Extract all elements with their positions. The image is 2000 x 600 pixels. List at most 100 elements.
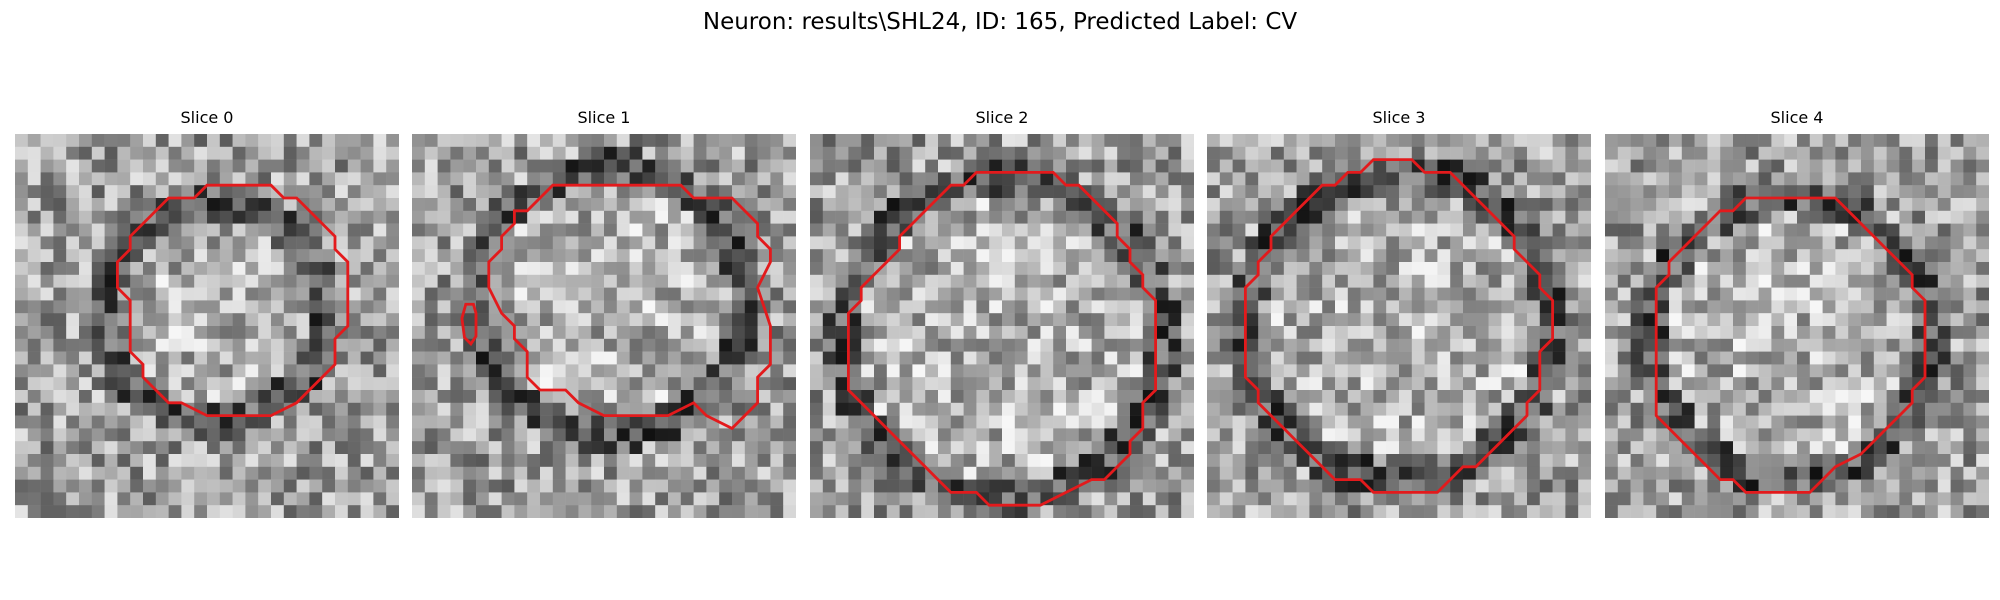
- image-pixel: [1424, 223, 1438, 237]
- image-pixel: [848, 274, 862, 288]
- image-pixel: [15, 441, 29, 455]
- image-pixel: [1232, 415, 1246, 429]
- image-pixel: [1245, 326, 1259, 340]
- image-pixel: [104, 287, 118, 301]
- image-pixel: [424, 274, 438, 288]
- image-pixel: [1527, 300, 1541, 314]
- image-pixel: [194, 338, 208, 352]
- image-pixel: [1181, 146, 1194, 160]
- image-pixel: [1271, 466, 1285, 480]
- image-pixel: [1399, 236, 1413, 250]
- image-pixel: [527, 428, 541, 442]
- image-pixel: [1117, 390, 1131, 404]
- image-pixel: [53, 428, 67, 442]
- image-pixel: [540, 274, 554, 288]
- image-pixel: [783, 428, 796, 442]
- image-pixel: [1963, 146, 1977, 160]
- image-pixel: [1861, 390, 1875, 404]
- image-pixel: [719, 185, 733, 199]
- image-pixel: [706, 313, 720, 327]
- image-pixel: [757, 210, 771, 224]
- image-pixel: [168, 274, 182, 288]
- image-pixel: [1245, 492, 1259, 506]
- image-pixel: [271, 236, 285, 250]
- image-pixel: [1694, 390, 1708, 404]
- image-pixel: [463, 313, 477, 327]
- image-pixel: [757, 172, 771, 186]
- image-pixel: [1335, 441, 1349, 455]
- image-pixel: [66, 492, 80, 506]
- image-pixel: [1117, 338, 1131, 352]
- image-pixel: [1475, 300, 1489, 314]
- image-pixel: [335, 198, 349, 212]
- image-pixel: [912, 287, 926, 301]
- image-pixel: [1797, 300, 1811, 314]
- image-pixel: [591, 159, 605, 173]
- image-pixel: [1886, 505, 1900, 518]
- image-pixel: [271, 338, 285, 352]
- image-pixel: [40, 415, 54, 429]
- image-pixel: [1437, 441, 1451, 455]
- image-pixel: [989, 454, 1003, 468]
- image-pixel: [1155, 338, 1169, 352]
- image-pixel: [1605, 249, 1619, 263]
- image-pixel: [963, 313, 977, 327]
- image-pixel: [1078, 172, 1092, 186]
- image-pixel: [874, 505, 888, 518]
- image-pixel: [668, 390, 682, 404]
- image-pixel: [130, 326, 144, 340]
- image-pixel: [360, 236, 374, 250]
- image-pixel: [1245, 454, 1259, 468]
- image-pixel: [693, 249, 707, 263]
- image-pixel: [1168, 146, 1182, 160]
- image-pixel: [283, 262, 297, 276]
- image-pixel: [1873, 377, 1887, 391]
- image-pixel: [1450, 146, 1464, 160]
- image-pixel: [1219, 185, 1233, 199]
- image-pixel: [1694, 134, 1708, 148]
- image-pixel: [1809, 505, 1823, 518]
- image-pixel: [232, 287, 246, 301]
- image-pixel: [437, 377, 451, 391]
- image-pixel: [899, 185, 913, 199]
- image-pixel: [886, 492, 900, 506]
- image-pixel: [258, 198, 272, 212]
- image-pixel: [412, 134, 426, 148]
- image-pixel: [1014, 402, 1028, 416]
- image-pixel: [1322, 300, 1336, 314]
- image-pixel: [1886, 185, 1900, 199]
- image-pixel: [1733, 159, 1747, 173]
- image-pixel: [1912, 466, 1926, 480]
- image-pixel: [1386, 300, 1400, 314]
- image-pixel: [1707, 262, 1721, 276]
- image-pixel: [1078, 287, 1092, 301]
- slice-title: Slice 2: [975, 108, 1029, 127]
- image-pixel: [1142, 454, 1156, 468]
- image-pixel: [744, 492, 758, 506]
- image-pixel: [976, 364, 990, 378]
- image-pixel: [1322, 338, 1336, 352]
- image-pixel: [1360, 415, 1374, 429]
- image-pixel: [1950, 326, 1964, 340]
- image-pixel: [1386, 313, 1400, 327]
- image-pixel: [1040, 236, 1054, 250]
- image-pixel: [1669, 454, 1683, 468]
- image-pixel: [450, 377, 464, 391]
- image-pixel: [693, 492, 707, 506]
- image-pixel: [1501, 236, 1515, 250]
- image-pixel: [1514, 454, 1528, 468]
- image-pixel: [655, 454, 669, 468]
- image-pixel: [1322, 172, 1336, 186]
- image-pixel: [1232, 198, 1246, 212]
- image-pixel: [1271, 210, 1285, 224]
- image-pixel: [1014, 415, 1028, 429]
- image-pixel: [540, 159, 554, 173]
- image-pixel: [1758, 210, 1772, 224]
- image-pixel: [1309, 326, 1323, 340]
- image-pixel: [565, 159, 579, 173]
- image-pixel: [1399, 441, 1413, 455]
- image-pixel: [1745, 377, 1759, 391]
- image-pixel: [181, 313, 195, 327]
- image-pixel: [386, 159, 399, 173]
- image-pixel: [155, 479, 169, 493]
